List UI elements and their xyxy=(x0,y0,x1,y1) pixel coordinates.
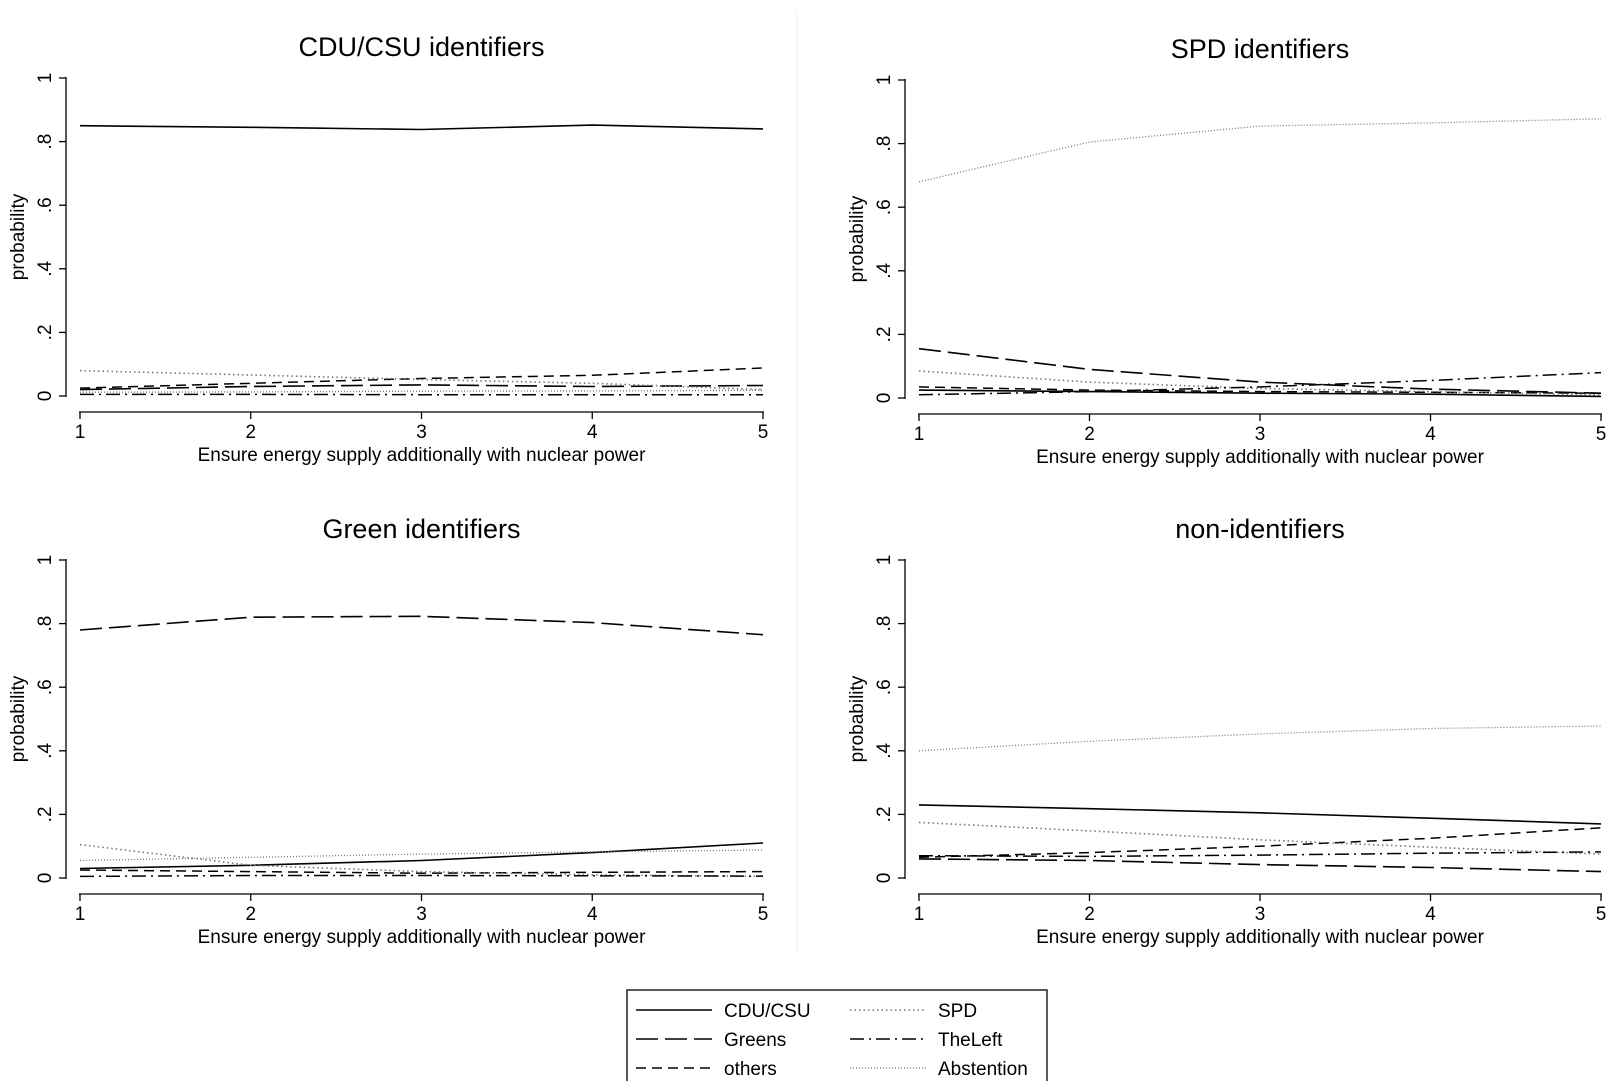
x-tick-label: 1 xyxy=(914,904,925,925)
y-tick-label: 0 xyxy=(35,873,56,884)
legend-box xyxy=(626,989,1048,1081)
x-tick-label: 5 xyxy=(758,904,769,925)
x-tick-label: 4 xyxy=(1425,904,1436,925)
x-axis-title: Ensure energy supply additionally with n… xyxy=(198,445,646,466)
series-line-others xyxy=(918,827,1602,859)
series-line-abstention xyxy=(918,725,1602,752)
series-line-theleft xyxy=(79,874,764,878)
x-tick-label: 3 xyxy=(416,904,427,925)
y-tick-label: .6 xyxy=(35,679,56,695)
y-tick-label: .4 xyxy=(874,742,895,758)
y-tick-label: 0 xyxy=(35,391,56,402)
x-tick-label: 1 xyxy=(914,424,925,445)
y-tick-label: 1 xyxy=(874,75,895,86)
series-line-abstention xyxy=(918,118,1602,183)
series-line-greens xyxy=(918,347,1602,394)
y-tick-label: 0 xyxy=(874,393,895,404)
y-tick-label: .4 xyxy=(35,742,56,758)
x-tick-label: 4 xyxy=(587,422,598,443)
x-axis-title: Ensure energy supply additionally with n… xyxy=(1036,927,1484,948)
series-line-cdu-csu xyxy=(79,842,764,870)
series-line-spd xyxy=(918,370,1602,396)
x-tick-label: 1 xyxy=(75,422,86,443)
y-tick-label: 1 xyxy=(35,555,56,566)
series-line-cdu-csu xyxy=(918,804,1602,825)
y-axis-title: probability xyxy=(8,193,29,280)
x-axis-title: Ensure energy supply additionally with n… xyxy=(198,927,646,948)
x-tick-label: 2 xyxy=(245,904,256,925)
panel-title: CDU/CSU identifiers xyxy=(298,32,544,62)
x-tick-label: 2 xyxy=(1084,424,1095,445)
x-tick-label: 2 xyxy=(245,422,256,443)
y-tick-label: 1 xyxy=(874,555,895,566)
series-line-abstention xyxy=(79,389,764,393)
panels: CDU/CSU identifiers 1 2 3 4 5 0 .2 .4 .6 .8 1 Ensure… xyxy=(8,32,1606,948)
series-line-spd xyxy=(79,369,764,391)
legend-label-greens: Greens xyxy=(724,1030,786,1051)
legend-label-theleft: TheLeft xyxy=(938,1030,1003,1051)
y-tick-label: .8 xyxy=(35,616,56,632)
series-line-cdu-csu xyxy=(918,389,1602,398)
x-tick-label: 3 xyxy=(1255,424,1266,445)
x-tick-label: 3 xyxy=(1255,904,1266,925)
y-tick-label: .6 xyxy=(874,199,895,215)
panel-title: Green identifiers xyxy=(322,514,520,544)
y-axis-title: probability xyxy=(847,195,868,282)
series-line-abstention xyxy=(79,849,764,862)
series-line-greens xyxy=(79,615,764,636)
panel-2: SPD identifiers 1 2 3 4 5 0 .2 .4 .6 .8 1 Ensure ene… xyxy=(847,34,1606,468)
y-tick-label: .8 xyxy=(874,616,895,632)
x-tick-label: 1 xyxy=(75,904,86,925)
x-axis-title: Ensure energy supply additionally with n… xyxy=(1036,447,1484,468)
x-tick-label: 4 xyxy=(1425,424,1436,445)
y-tick-label: .6 xyxy=(35,197,56,213)
legend-label-cdu-csu: CDU/CSU xyxy=(724,1001,811,1022)
y-axis-title: probability xyxy=(8,675,29,762)
series-line-others xyxy=(918,386,1602,394)
series-line-cdu-csu xyxy=(79,124,764,131)
x-tick-label: 4 xyxy=(587,904,598,925)
y-tick-label: .6 xyxy=(874,679,895,695)
y-tick-label: .8 xyxy=(35,134,56,150)
y-tick-label: .4 xyxy=(35,260,56,276)
panel-1: CDU/CSU identifiers 1 2 3 4 5 0 .2 .4 .6 .8 1 Ensure… xyxy=(8,32,768,466)
panel-title: non-identifiers xyxy=(1175,514,1345,544)
series-line-others xyxy=(79,367,764,389)
legend-label-abstention: Abstention xyxy=(938,1059,1028,1080)
y-axis-title: probability xyxy=(847,675,868,762)
y-tick-label: .8 xyxy=(874,136,895,152)
series-line-others xyxy=(79,869,764,874)
series-line-theleft xyxy=(918,851,1602,858)
panel-4: non-identifiers 1 2 3 4 5 0 .2 .4 .6 .8 1 Ensure ene… xyxy=(847,514,1606,948)
y-tick-label: .2 xyxy=(874,806,895,822)
y-tick-label: 0 xyxy=(874,873,895,884)
x-tick-label: 5 xyxy=(1596,904,1607,925)
y-tick-label: .2 xyxy=(35,324,56,340)
y-tick-label: .2 xyxy=(874,326,895,342)
legend: CDU/CSU SPD Greens TheLeft others Abstention xyxy=(626,989,1048,1081)
x-tick-label: 2 xyxy=(1084,904,1095,925)
y-tick-label: .4 xyxy=(874,262,895,278)
series-line-theleft xyxy=(918,371,1602,396)
x-tick-label: 3 xyxy=(416,422,427,443)
y-tick-label: .2 xyxy=(35,806,56,822)
x-tick-label: 5 xyxy=(758,422,769,443)
series-line-spd xyxy=(918,821,1602,855)
legend-label-spd: SPD xyxy=(938,1001,977,1022)
x-tick-label: 5 xyxy=(1596,424,1607,445)
series-line-spd xyxy=(79,843,764,878)
series-line-greens xyxy=(79,384,764,391)
legend-label-others: others xyxy=(724,1059,777,1080)
series-line-greens xyxy=(918,858,1602,873)
panel-title: SPD identifiers xyxy=(1171,34,1350,64)
y-tick-label: 1 xyxy=(35,73,56,84)
panel-3: Green identifiers 1 2 3 4 5 0 .2 .4 .6 .8 1 Ensure e… xyxy=(8,514,768,948)
